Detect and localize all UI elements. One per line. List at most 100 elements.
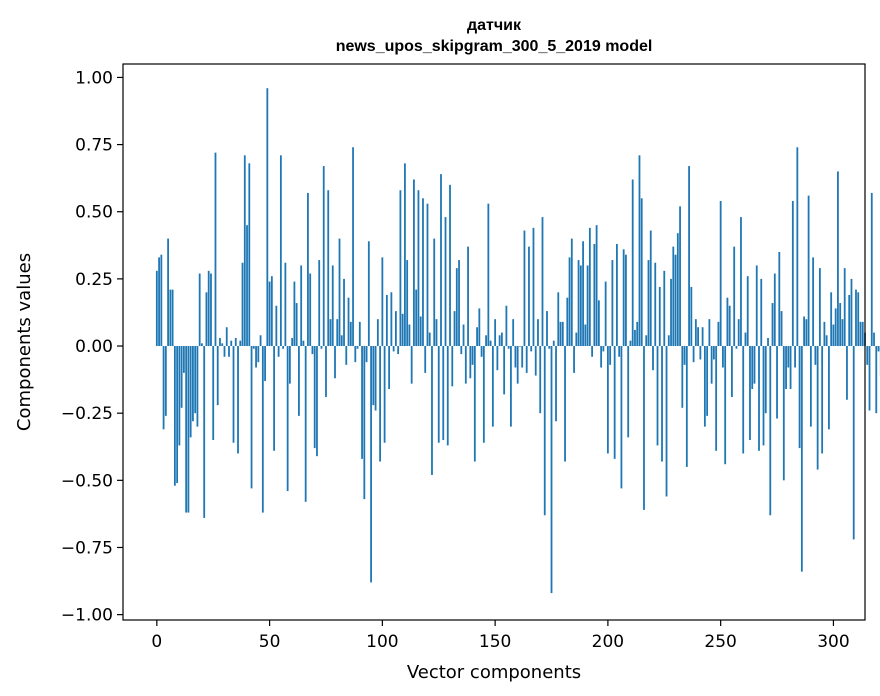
bar	[763, 346, 765, 445]
bar	[271, 276, 273, 346]
bar	[490, 341, 492, 346]
bar	[672, 247, 674, 346]
y-tick-label: −0.75	[61, 538, 113, 558]
bar	[388, 346, 390, 389]
bar	[627, 346, 629, 437]
bar	[740, 217, 742, 346]
y-tick-label: 0.25	[75, 270, 113, 290]
bar	[501, 333, 503, 346]
y-tick-label: 0.75	[75, 136, 113, 156]
bar	[799, 346, 801, 448]
bar	[429, 333, 431, 346]
bar	[445, 217, 447, 346]
bar	[681, 346, 683, 408]
bar	[165, 346, 167, 416]
bar	[217, 346, 219, 405]
bar	[648, 260, 650, 346]
bar	[715, 346, 717, 451]
bar	[742, 346, 744, 453]
y-tick-label: 1.00	[75, 68, 113, 88]
bar	[284, 263, 286, 346]
bar	[395, 311, 397, 346]
bar	[704, 346, 706, 427]
bar	[695, 319, 697, 346]
bar	[354, 346, 356, 362]
bar	[483, 346, 485, 443]
bar	[185, 346, 187, 513]
bar	[866, 346, 868, 365]
bar	[409, 325, 411, 346]
y-tick-label: 0.50	[75, 203, 113, 223]
bar	[751, 346, 753, 389]
bar	[197, 346, 199, 427]
bar	[679, 206, 681, 346]
bar	[456, 268, 458, 346]
bar	[548, 346, 550, 349]
x-tick-label: 50	[259, 632, 281, 652]
bar	[862, 322, 864, 346]
bar	[515, 346, 517, 367]
bar	[600, 346, 602, 367]
bar	[573, 346, 575, 373]
bar	[839, 303, 841, 346]
bar	[537, 319, 539, 346]
bar	[386, 295, 388, 346]
bar	[487, 204, 489, 346]
bar	[697, 327, 699, 346]
bar	[332, 265, 334, 346]
bar	[503, 346, 505, 394]
bar	[275, 306, 277, 346]
bar	[363, 346, 365, 499]
bar	[289, 346, 291, 384]
y-tick-label: −0.25	[61, 404, 113, 424]
bar	[650, 231, 652, 347]
bar	[224, 346, 226, 357]
bar	[390, 292, 392, 346]
bar	[758, 346, 760, 451]
bar	[693, 346, 695, 362]
x-tick-label: 100	[366, 632, 398, 652]
bar	[345, 346, 347, 365]
chart-title-line2: news_upos_skipgram_300_5_2019 model	[336, 38, 653, 55]
bar	[875, 346, 877, 413]
bar	[458, 260, 460, 346]
bar	[262, 346, 264, 513]
bar	[711, 346, 713, 384]
bar	[246, 225, 248, 346]
bar	[584, 325, 586, 346]
bar	[169, 290, 171, 346]
bar	[634, 330, 636, 346]
bar	[239, 341, 241, 346]
bars-layer	[156, 88, 880, 593]
bar	[359, 322, 361, 346]
bar	[163, 346, 165, 429]
bar	[702, 327, 704, 346]
bar	[803, 316, 805, 346]
bar	[266, 88, 268, 346]
bar	[824, 322, 826, 346]
bar	[528, 247, 530, 346]
bar	[666, 346, 668, 496]
bar	[530, 346, 532, 351]
bar	[230, 341, 232, 346]
bar	[411, 346, 413, 384]
bar	[706, 346, 708, 416]
bar	[542, 217, 544, 346]
bar	[776, 346, 778, 419]
bar	[348, 298, 350, 346]
bar	[397, 346, 399, 354]
bar	[305, 346, 307, 502]
bar	[580, 265, 582, 346]
bar	[684, 346, 686, 365]
x-axis-label: Vector components	[407, 662, 581, 683]
bar	[835, 308, 837, 346]
bar	[783, 346, 785, 480]
bar	[316, 346, 318, 456]
bar	[801, 346, 803, 572]
bar	[325, 346, 327, 397]
bar	[404, 163, 406, 346]
bar	[557, 292, 559, 346]
bar	[278, 346, 280, 357]
bar	[632, 180, 634, 347]
bar	[562, 322, 564, 346]
